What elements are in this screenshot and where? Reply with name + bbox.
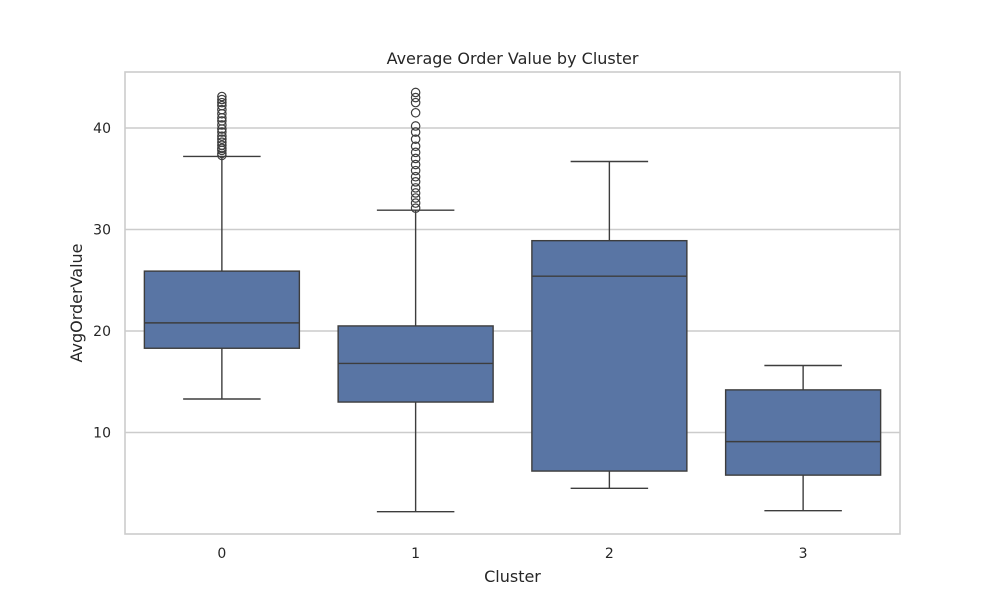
outlier-point bbox=[410, 198, 421, 208]
box-2 bbox=[531, 160, 688, 490]
outlier-point bbox=[217, 140, 227, 151]
iqr-box bbox=[531, 239, 688, 472]
outlier-point bbox=[217, 127, 227, 137]
outlier-point bbox=[410, 92, 421, 103]
x-tick-label: 0 bbox=[217, 546, 226, 562]
x-tick-label: 1 bbox=[411, 546, 420, 562]
outlier-point bbox=[410, 141, 421, 152]
outlier-point bbox=[410, 203, 421, 213]
outlier-point bbox=[217, 143, 227, 154]
x-tick-label: 2 bbox=[605, 546, 614, 562]
outlier-point bbox=[410, 188, 421, 198]
y-tick-label: 20 bbox=[93, 324, 111, 340]
outlier-point bbox=[217, 100, 227, 111]
outlier-point bbox=[410, 121, 421, 131]
outlier-point bbox=[217, 104, 227, 115]
plot-frame bbox=[124, 71, 901, 535]
outlier-point bbox=[410, 134, 421, 144]
outlier-point bbox=[217, 137, 227, 148]
x-axis-label: Cluster bbox=[484, 567, 541, 586]
x-axis-ticks: 0 1 2 3 bbox=[217, 546, 807, 562]
box-1 bbox=[337, 87, 494, 513]
outlier-point bbox=[410, 153, 421, 164]
iqr-box bbox=[143, 270, 301, 349]
box-0 bbox=[143, 91, 301, 400]
box-group bbox=[143, 87, 882, 513]
outlier-point bbox=[217, 116, 227, 126]
outlier-point bbox=[410, 87, 421, 98]
outlier-point bbox=[217, 134, 227, 144]
outlier-point bbox=[217, 97, 227, 108]
outlier-point bbox=[410, 127, 421, 137]
outlier-point bbox=[410, 147, 421, 158]
outlier-point bbox=[410, 183, 421, 193]
outlier-point bbox=[410, 171, 421, 182]
box-3 bbox=[724, 364, 882, 512]
outlier-point bbox=[410, 159, 421, 170]
outlier-point bbox=[217, 94, 227, 105]
outlier-point bbox=[410, 193, 421, 203]
outlier-point bbox=[410, 107, 421, 118]
iqr-box bbox=[724, 389, 882, 476]
y-axis-ticks: 10 20 30 40 bbox=[93, 121, 111, 442]
outlier-point bbox=[217, 91, 227, 102]
outlier-point bbox=[410, 176, 421, 187]
outlier-point bbox=[217, 131, 227, 141]
y-tick-label: 40 bbox=[93, 121, 111, 137]
outlier-point bbox=[410, 165, 421, 176]
outlier-point bbox=[410, 97, 421, 108]
y-tick-label: 10 bbox=[93, 426, 111, 442]
x-tick-label: 3 bbox=[799, 546, 808, 562]
chart-title: Average Order Value by Cluster bbox=[387, 49, 639, 68]
y-axis-label: AvgOrderValue bbox=[67, 243, 86, 362]
outlier-point bbox=[217, 120, 227, 130]
y-tick-label: 30 bbox=[93, 223, 111, 239]
